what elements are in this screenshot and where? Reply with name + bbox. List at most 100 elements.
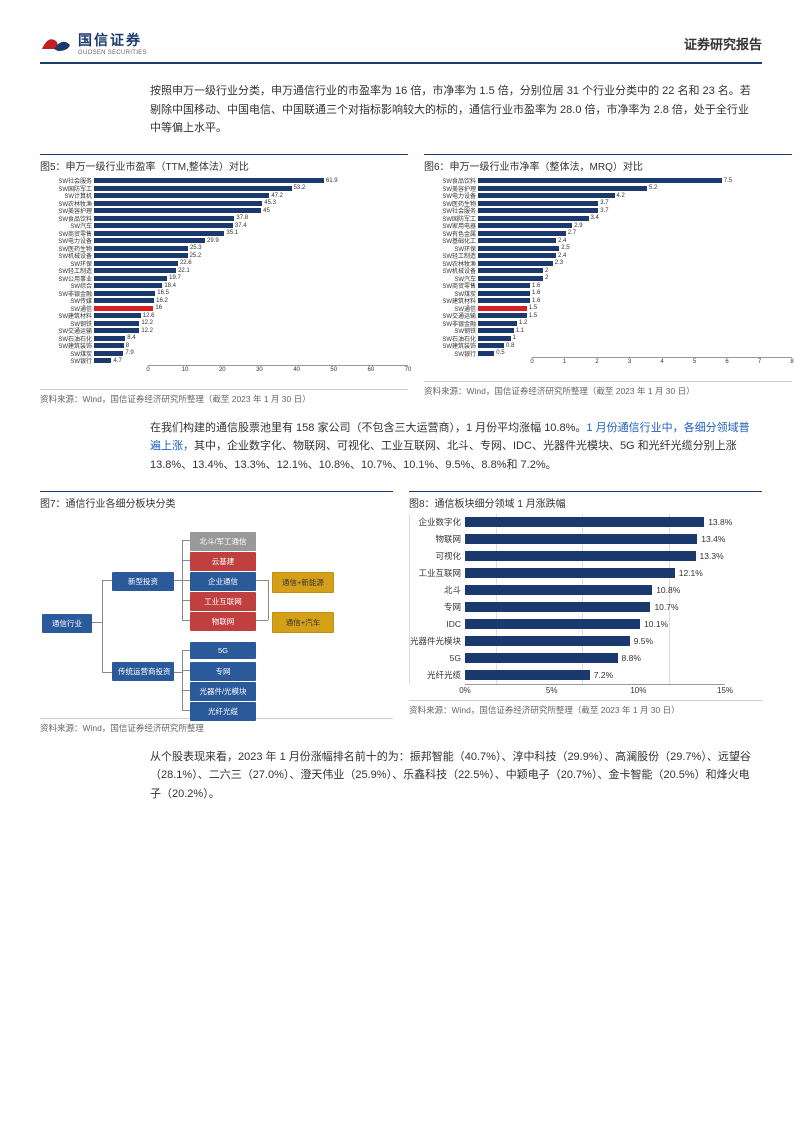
bar-value: 4.7 [113, 358, 121, 364]
flow-node: 北斗/军工通信 [190, 532, 256, 551]
axis-tick: 5 [693, 359, 696, 365]
bar-row: IDC10.1% [465, 616, 762, 633]
bar-label: 可视化 [409, 550, 461, 562]
bar-row: SW建筑材料1.6 [478, 297, 792, 305]
bar-label: 光器件光模块 [409, 635, 461, 647]
flow-node: 光器件/光模块 [190, 682, 256, 701]
axis-tick: 0 [146, 367, 149, 373]
chart-8: 企业数字化13.8%物联网13.4%可视化13.3%工业互联网12.1%北斗10… [409, 514, 762, 696]
flow-connector [182, 650, 183, 710]
bar-value: 47.2 [271, 193, 283, 199]
bar-value: 22.1 [178, 268, 190, 274]
bar-value: 1.1 [516, 328, 524, 334]
bar-label: 5G [409, 653, 461, 663]
bar [478, 276, 543, 281]
flow-connector [182, 650, 190, 651]
chart-6: SW食品饮料7.5SW美容护理5.2SW电力设备4.2SW医药生物3.7SW社会… [424, 177, 792, 377]
bar [478, 313, 527, 318]
bar [478, 268, 543, 273]
axis-tick: 2 [595, 359, 598, 365]
bar [94, 336, 125, 341]
company-name-en: GUOSEN SECURITIES [78, 50, 147, 56]
bar-value: 13.8% [708, 517, 732, 527]
bar [465, 602, 650, 612]
bar-value: 45.3 [264, 200, 276, 206]
flow-node: 新型投资 [112, 572, 174, 591]
bar [478, 193, 615, 198]
axis-tick: 4 [660, 359, 663, 365]
bar [94, 321, 139, 326]
bar-row: 光纤光缆7.2% [465, 667, 762, 684]
bar-row: SW美容护理5.2 [478, 185, 792, 193]
bar [478, 223, 572, 228]
chart-7: 通信行业新型投资传统运营商投资北斗/军工通信云基建企业通信工业互联网物联网5G专… [40, 514, 393, 714]
bar-row: SW交通运输12.2 [94, 327, 408, 335]
bar-value: 2 [545, 268, 548, 274]
bar [478, 336, 511, 341]
flow-connector [174, 580, 182, 581]
bar [478, 201, 598, 206]
bar-label: 工业互联网 [409, 567, 461, 579]
bar-row: SW钢铁12.2 [94, 320, 408, 328]
bar-value: 9.5% [634, 636, 653, 646]
bar-label: SW银行 [40, 356, 92, 365]
bar-row: SW商贸零售35.1 [94, 230, 408, 238]
para2-part-a: 在我们构建的通信股票池里有 158 家公司（不包含三大运营商），1 月份平均涨幅… [150, 422, 586, 434]
chart-8-source: 资料来源：Wind，国信证券经济研究所整理（截至 2023 年 1 月 30 日… [409, 704, 762, 716]
chart-6-source: 资料来源：Wind，国信证券经济研究所整理（截至 2023 年 1 月 30 日… [424, 385, 792, 397]
bar-row: SW非银金融1.2 [478, 320, 792, 328]
chart-5-source: 资料来源：Wind，国信证券经济研究所整理（截至 2023 年 1 月 30 日… [40, 393, 408, 405]
flow-connector [256, 620, 268, 621]
flow-connector [92, 622, 102, 623]
bar [478, 231, 566, 236]
chart-7-block: 图7：通信行业各细分板块分类 通信行业新型投资传统运营商投资北斗/军工通信云基建… [40, 491, 393, 734]
bar-row: 可视化13.3% [465, 548, 762, 565]
bar-row: SW石油石化1 [478, 335, 792, 343]
axis-tick: 70 [405, 367, 412, 373]
chart-5-block: 图5：申万一级行业市盈率（TTM,整体法）对比 SW社会服务61.9SW国防军工… [40, 154, 408, 405]
bar [94, 246, 188, 251]
bar-value: 18.4 [164, 283, 176, 289]
bar-value: 53.2 [294, 185, 306, 191]
bar [465, 551, 696, 561]
bar [94, 276, 167, 281]
bar-row: SW环保2.5 [478, 245, 792, 253]
x-axis: 012345678 [532, 357, 792, 367]
bar [465, 636, 630, 646]
bar-value: 22.6 [180, 260, 192, 266]
bar [465, 585, 652, 595]
axis-tick: 40 [293, 367, 300, 373]
bar-row: SW煤炭1.6 [478, 290, 792, 298]
bar [478, 321, 517, 326]
bar-row: SW国防军工53.2 [94, 185, 408, 193]
bar-value: 37.8 [236, 215, 248, 221]
bar-row: SW综合18.4 [94, 282, 408, 290]
axis-tick: 7 [758, 359, 761, 365]
bar [478, 298, 530, 303]
bar-label: SW银行 [424, 349, 476, 358]
chart-7-title: 图7：通信行业各细分板块分类 [40, 491, 393, 510]
bar-value: 2.3 [555, 260, 563, 266]
bar-value: 13.3% [700, 551, 724, 561]
logo-mark-icon [40, 31, 72, 55]
bar [465, 670, 590, 680]
x-axis: 0%5%10%15% [465, 684, 725, 696]
flow-node: 通信+新能源 [272, 572, 334, 593]
bar [94, 268, 176, 273]
bar-value: 3.4 [591, 215, 599, 221]
bar [94, 208, 261, 213]
bar-row: SW环保22.6 [94, 260, 408, 268]
bar-value: 37.4 [235, 223, 247, 229]
bar-row: SW国防军工3.4 [478, 215, 792, 223]
bar-value: 10.1% [644, 619, 668, 629]
bar-row: SW医药生物25.3 [94, 245, 408, 253]
bar-value: 1.2 [519, 320, 527, 326]
flow-connector [268, 580, 269, 620]
bar-value: 3.7 [600, 200, 608, 206]
bar [465, 568, 675, 578]
bar-value: 12.1% [679, 568, 703, 578]
bar-value: 2.5 [561, 245, 569, 251]
bar-value: 16 [155, 305, 162, 311]
flow-node: 物联网 [190, 612, 256, 631]
bar-value: 7.2% [594, 670, 613, 680]
